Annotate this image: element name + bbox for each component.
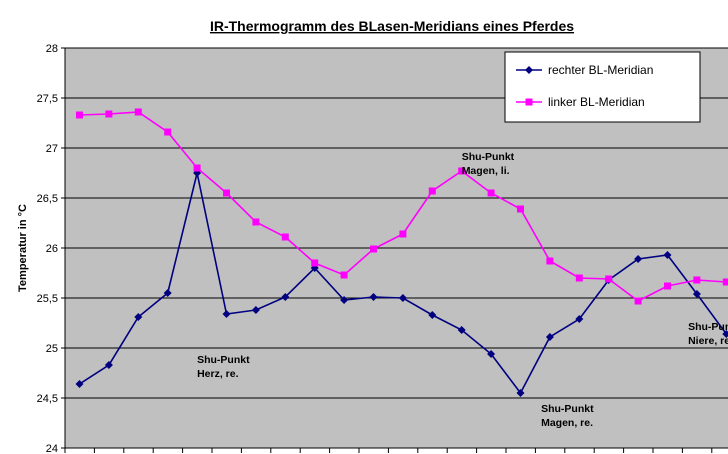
data-point-left xyxy=(546,257,554,265)
annotation-magen-re: Shu-Punkt Magen, re. xyxy=(541,403,594,429)
data-point-left xyxy=(252,218,260,226)
data-point-left xyxy=(517,205,524,213)
data-point-left xyxy=(164,128,172,136)
annotation-magen-li: Shu-Punkt Magen, li. xyxy=(462,151,515,177)
data-point-right xyxy=(516,389,525,397)
data-point-left xyxy=(487,189,495,197)
data-point-right xyxy=(634,255,643,263)
y-tick-label: 25 xyxy=(46,343,58,355)
y-tick-label: 27 xyxy=(46,143,58,155)
annotations: Shu-Punkt Herz, re. Shu-Punkt Magen, li. Shu… xyxy=(197,151,728,429)
data-point-right xyxy=(487,350,496,358)
legend-box xyxy=(504,51,701,123)
data-point-left xyxy=(575,274,583,282)
y-tick-label: 26,5 xyxy=(37,193,58,205)
legend-label-left: linker BL-Meridian xyxy=(548,95,645,109)
data-point-left xyxy=(634,297,642,305)
data-point-left xyxy=(370,245,377,253)
annotation-herz: Shu-Punkt Herz, re. xyxy=(197,354,250,380)
data-point-left xyxy=(340,271,348,279)
data-point-left xyxy=(193,164,201,172)
data-point-right xyxy=(692,290,701,298)
annotation-niere: Shu-PunktNiere, re. xyxy=(688,321,728,347)
data-point-right xyxy=(545,333,554,341)
data-point-right xyxy=(369,293,378,301)
series-layer xyxy=(75,108,728,397)
data-point-right xyxy=(75,380,84,388)
chart-title: IR-Thermogramm des BLasen-Meridians eine… xyxy=(210,18,574,34)
data-point-right xyxy=(134,313,143,321)
data-point-left xyxy=(722,278,728,286)
data-point-left xyxy=(105,110,113,118)
data-point-left xyxy=(399,230,407,238)
data-point-left xyxy=(134,108,142,116)
data-point-left xyxy=(458,167,466,175)
y-tick-label: 26 xyxy=(46,243,58,255)
y-axis-label: Temperatur in °C xyxy=(17,204,29,292)
data-point-right xyxy=(340,296,349,304)
data-point-left xyxy=(693,276,701,284)
data-point-right xyxy=(722,330,728,338)
data-point-left xyxy=(311,259,319,267)
y-tick-label: 25,5 xyxy=(37,293,58,305)
data-point-right xyxy=(428,311,437,319)
legend-marker-square xyxy=(525,98,533,106)
data-point-right xyxy=(222,310,231,318)
legend: rechter BL-Meridian linker BL-Meridian xyxy=(504,51,701,123)
legend-label-right: rechter BL-Meridian xyxy=(548,63,653,77)
y-tick-label: 28 xyxy=(46,43,58,55)
data-point-left xyxy=(605,275,613,283)
data-point-left xyxy=(223,189,230,197)
data-point-left xyxy=(428,187,436,195)
data-point-left xyxy=(664,282,671,290)
x-axis-ticks xyxy=(64,448,713,453)
data-point-right xyxy=(104,361,113,369)
data-point-right xyxy=(251,306,260,314)
legend-marker-diamond xyxy=(525,66,533,74)
data-point-right xyxy=(398,294,407,302)
y-tick-label: 24,5 xyxy=(37,393,58,405)
y-tick-label: 27,5 xyxy=(37,93,58,105)
data-point-right xyxy=(663,251,672,259)
data-point-left xyxy=(281,233,289,241)
data-point-right xyxy=(281,293,290,301)
data-point-right xyxy=(163,289,172,297)
data-point-left xyxy=(76,111,83,119)
data-point-right xyxy=(575,315,584,323)
y-axis-ticks: 24 24,5 25 25,5 26 26,5 27 27,5 28 xyxy=(37,43,65,454)
y-tick-label: 24 xyxy=(46,443,58,454)
data-point-right xyxy=(457,326,466,334)
